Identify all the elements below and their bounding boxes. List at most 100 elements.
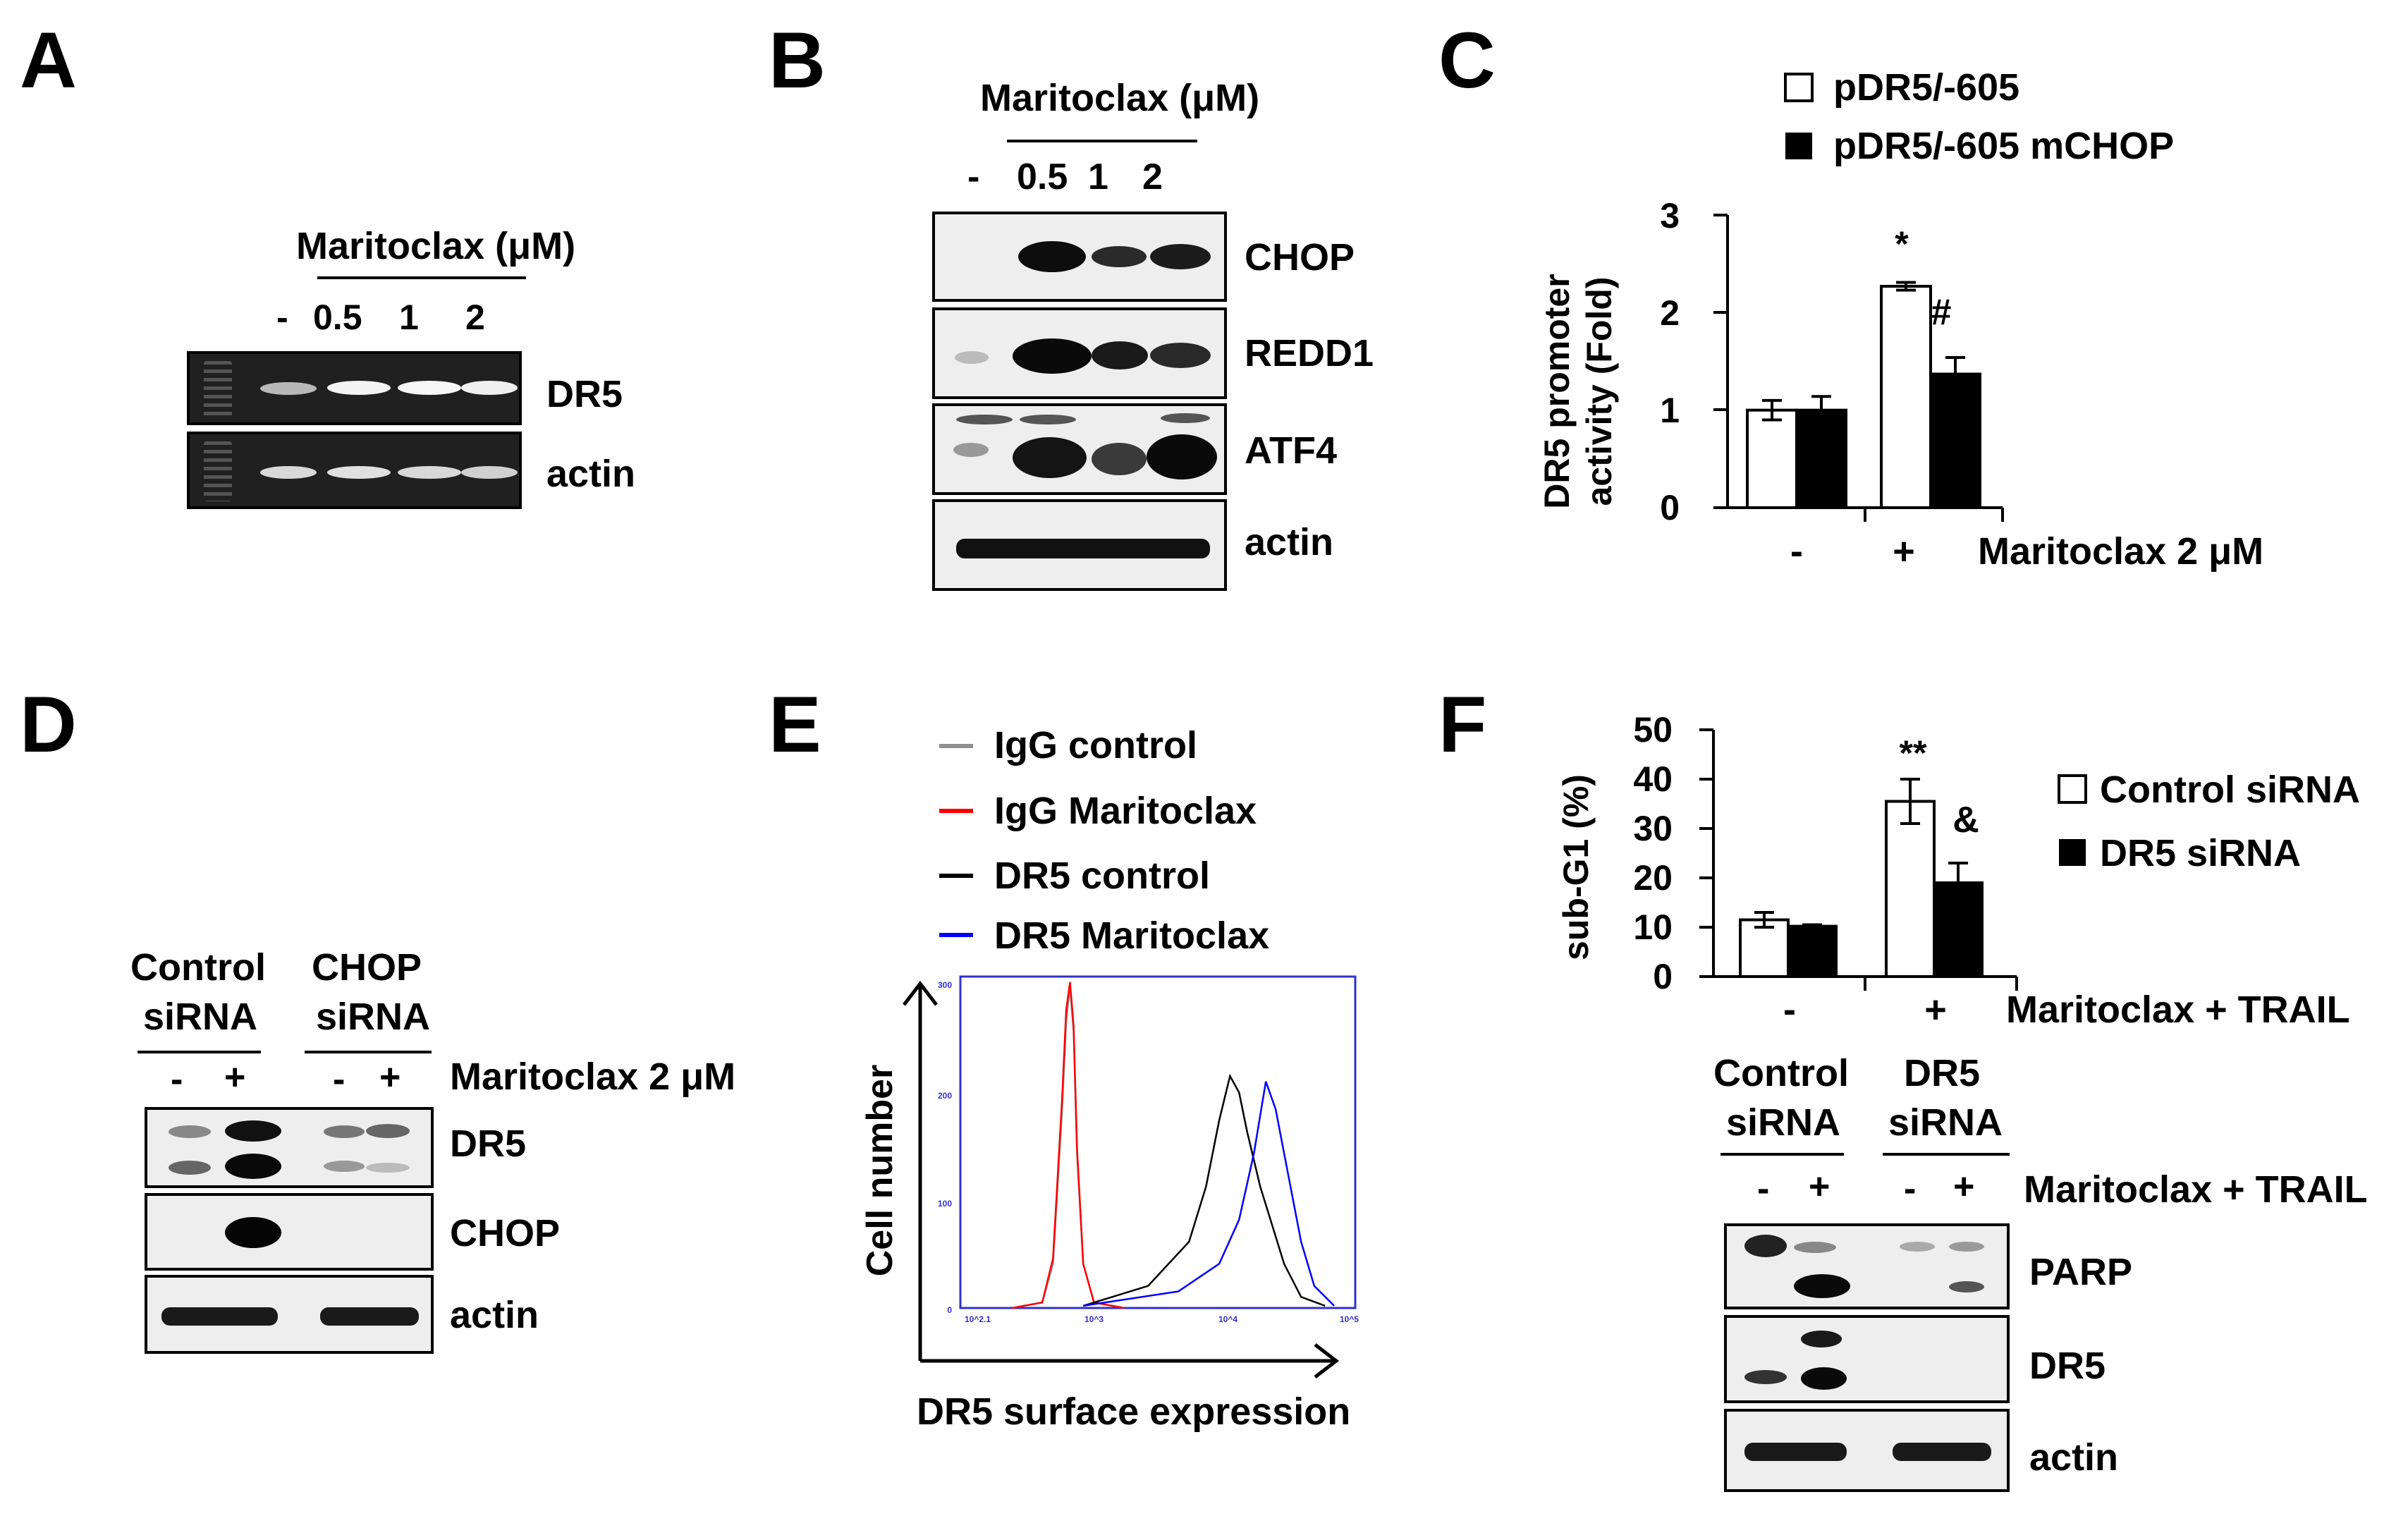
panel-f-blot-actin <box>1724 1409 2010 1492</box>
panel-e-ytick-3: 300 <box>938 980 952 990</box>
panel-f-bar-1-2 <box>1787 924 1838 979</box>
panel-f-xtick-2: + <box>1924 989 1947 1031</box>
panel-f-blot-dr5 <box>1724 1315 2010 1403</box>
panel-b-lane-3: 1 <box>1088 157 1108 197</box>
panel-d-group1-l1: Control <box>130 946 266 989</box>
panel-d-lane-4: + <box>379 1057 401 1098</box>
panel-d-row-chop: CHOP <box>450 1212 561 1254</box>
panel-c-bars <box>1746 281 1981 509</box>
panel-d-lane-3: - <box>333 1059 346 1100</box>
panel-f-group1-l2: siRNA <box>1726 1101 1841 1144</box>
panel-f-legend-1: Control siRNA <box>2100 769 2360 811</box>
panel-a-blot-actin <box>187 432 522 509</box>
panel-a-lane-3: 1 <box>399 298 419 337</box>
panel-f-legend-2: DR5 siRNA <box>2100 832 2301 874</box>
panel-f-group1-line <box>1721 1153 1844 1156</box>
panel-b-row-redd1: REDD1 <box>1245 332 1374 374</box>
panel-c-bar-1-1 <box>1746 408 1798 509</box>
panel-d-blot-dr5 <box>145 1107 434 1188</box>
panel-f-lane-4: + <box>1953 1166 1975 1207</box>
panel-c-ytick-1: 1 <box>1660 391 1680 430</box>
panel-f-legend-swatch-2 <box>2059 839 2086 866</box>
panel-e-label: E <box>769 680 821 769</box>
panel-c-annot-hash: # <box>1931 292 1952 333</box>
panel-f-ytick-40: 40 <box>1633 759 1673 799</box>
panel-b-treatment-line <box>1007 140 1197 142</box>
panel-a-row-actin: actin <box>546 453 636 495</box>
panel-e-legend-1: IgG control <box>994 724 1197 766</box>
panel-a-treatment-line <box>317 276 526 279</box>
panel-b-lane-2: 0.5 <box>1017 157 1068 197</box>
panel-d-group2-l1: CHOP <box>312 946 422 989</box>
panel-c-legend-swatch-1 <box>1784 73 1814 102</box>
panel-e-xtick-3: 10^5 <box>1340 1314 1359 1324</box>
panel-c-ylabel-1: DR5 promoter <box>1537 274 1577 508</box>
panel-e-xlabel: DR5 surface expression <box>917 1390 1350 1433</box>
panel-c-ytick-2: 2 <box>1660 293 1680 333</box>
panel-c-chart: pDR5/-605 pDR5/-605 mCHOP DR5 promoter a… <box>1537 66 2263 573</box>
panel-d-row-dr5: DR5 <box>450 1123 527 1165</box>
panel-a-lane-4: 2 <box>465 298 485 337</box>
panel-c-xlabel: Maritoclax 2 μM <box>1978 530 2263 573</box>
panel-f-blot-parp <box>1724 1223 2010 1309</box>
panel-f-ylabel: sub-G1 (%) <box>1556 774 1596 960</box>
panel-e-ytick-0: 0 <box>947 1305 952 1315</box>
panel-e-xtick-0: 10^2.1 <box>965 1314 991 1324</box>
panel-e-ylabel: Cell number <box>860 1065 900 1277</box>
panel-e-legend-2: IgG Maritoclax <box>994 790 1257 832</box>
panel-f-xlabel: Maritoclax + TRAIL <box>2006 989 2350 1031</box>
panel-b-blot-actin <box>932 499 1227 591</box>
panel-b-treatment: Maritoclax (μM) <box>980 77 1260 119</box>
panel-f-lane-1: - <box>1757 1168 1770 1209</box>
panel-d-lane-2: + <box>224 1057 246 1098</box>
panel-a-treatment: Maritoclax (μM) <box>296 225 576 267</box>
panel-f-label: F <box>1438 680 1487 769</box>
panel-b-row-actin: actin <box>1245 521 1334 563</box>
panel-f-lane-3: - <box>1904 1168 1917 1209</box>
panel-a-blot-dr5 <box>187 351 522 425</box>
panel-f-xtick-1: - <box>1783 989 1796 1031</box>
panel-d-group1-l2: siRNA <box>143 996 258 1038</box>
panel-c-ytick-3: 3 <box>1660 196 1680 236</box>
panel-f-group2-l1: DR5 <box>1904 1052 1981 1094</box>
panel-d-treatment: Maritoclax 2 μM <box>450 1056 736 1098</box>
panel-f-annot-amp: & <box>1952 800 1979 840</box>
panel-c-legend-swatch-2 <box>1785 133 1812 159</box>
panel-f-ytick-20: 20 <box>1633 858 1673 898</box>
panel-b-row-atf4: ATF4 <box>1245 429 1337 472</box>
panel-f-group1-l1: Control <box>1713 1052 1849 1094</box>
panel-c-ytick-0: 0 <box>1660 488 1680 527</box>
panel-a-row-dr5: DR5 <box>546 373 623 415</box>
panel-e-legend-4: DR5 Maritoclax <box>994 915 1269 957</box>
panel-c-ylabel-2: activity (Fold) <box>1579 276 1619 506</box>
panel-d-group2-line <box>305 1051 432 1053</box>
panel-f-chart: sub-G1 (%) 50 40 30 20 10 0 - + Maritocl… <box>1556 710 2360 1031</box>
panel-e-legend-3: DR5 control <box>994 855 1210 897</box>
panel-b-blot-atf4 <box>932 403 1227 495</box>
panel-a-label: A <box>20 16 77 104</box>
panel-f-bar-2-1 <box>1885 800 1936 978</box>
panel-c-xtick-2: + <box>1893 530 1915 573</box>
panel-f-annot-2star: ** <box>1900 733 1927 773</box>
panel-d-row-actin: actin <box>450 1294 539 1336</box>
panel-e-xtick-2: 10^4 <box>1218 1314 1237 1324</box>
panel-b-row-chop: CHOP <box>1245 236 1355 279</box>
panel-c-label: C <box>1438 16 1496 104</box>
panel-c-legend-2: pDR5/-605 mCHOP <box>1833 125 2174 167</box>
panel-c-legend-1: pDR5/-605 <box>1833 66 2019 109</box>
panel-c-bar-1-2 <box>1795 408 1847 509</box>
panel-f-legend-swatch-1 <box>2058 774 2087 804</box>
panel-e-plot-frame <box>959 975 1357 1309</box>
panel-a-lane-1: - <box>276 298 288 337</box>
panel-b-lane-1: - <box>967 157 980 197</box>
panel-c-bar-2-1 <box>1880 284 1932 509</box>
panel-d-group2-l2: siRNA <box>316 996 431 1038</box>
panel-f-ytick-10: 10 <box>1633 907 1673 947</box>
panel-f-bar-2-2 <box>1933 881 1984 978</box>
panel-e-ytick-1: 100 <box>938 1199 952 1209</box>
panel-e-histogram-3 <box>1082 1073 1326 1307</box>
panel-f-row-parp: PARP <box>2029 1251 2133 1293</box>
panel-f-ytick-30: 30 <box>1633 809 1673 848</box>
panel-d-blot-actin <box>145 1275 434 1354</box>
panel-e-histogram-2 <box>1012 982 1125 1309</box>
